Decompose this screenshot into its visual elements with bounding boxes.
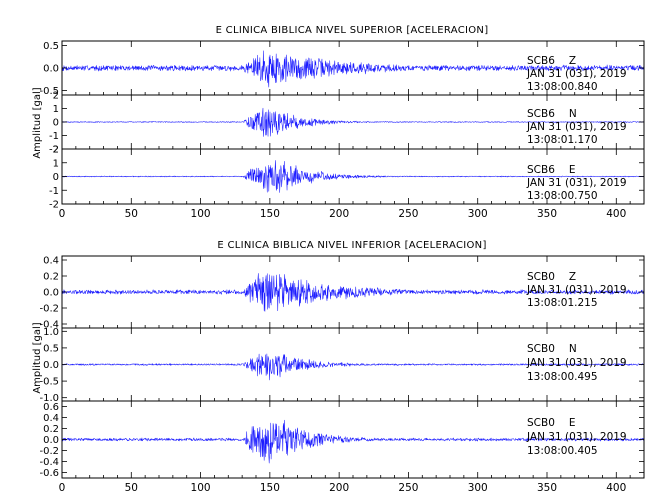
x-axis: 0 50 100 150 200 250 300 350 400 bbox=[59, 41, 645, 220]
figure-top: E CLINICA BIBLICA NIVEL SUPERIOR [ACELER… bbox=[32, 25, 645, 220]
y-tick-label: -1 bbox=[49, 131, 59, 142]
y-tick-label: -0.2 bbox=[39, 304, 59, 315]
y-tick-label: -0.4 bbox=[39, 320, 59, 331]
y-ticks: 1.0 0.5 0.0 -0.5 -1.0 bbox=[39, 327, 644, 404]
x-tick-label: 200 bbox=[329, 208, 349, 220]
y-tick-label: -2 bbox=[49, 200, 59, 211]
y-tick-label: 0.2 bbox=[43, 424, 59, 435]
x-tick-label: 400 bbox=[606, 482, 626, 494]
figure-title: E CLINICA BIBLICA NIVEL SUPERIOR [ACELER… bbox=[216, 25, 489, 36]
x-axis: 0 50 100 150 200 250 300 350 400 bbox=[59, 256, 645, 494]
panel: 2 1 0 -1 -2 SCB6 E JAN 31 (031), 2019 13:08:0… bbox=[49, 145, 645, 211]
y-tick-label: 0.5 bbox=[43, 343, 59, 354]
seismogram-trace bbox=[61, 273, 645, 312]
y-axis-label: Amplitud [gal] bbox=[32, 322, 43, 393]
seismogram-trace bbox=[61, 160, 645, 193]
seismogram-trace bbox=[61, 107, 645, 137]
station-channel-label: SCB6 E bbox=[527, 164, 576, 176]
x-tick-label: 250 bbox=[398, 208, 418, 220]
y-tick-label: -0.5 bbox=[39, 86, 59, 97]
panel: 0.60.40.20.0-0.2-0.4-0.6 SCB0 E JAN 31 (0… bbox=[39, 402, 645, 479]
recording-time-label: 13:08:00.405 bbox=[527, 445, 598, 457]
station-channel-label: SCB6 Z bbox=[527, 55, 576, 67]
x-tick-label: 200 bbox=[329, 482, 349, 494]
seismogram-trace bbox=[61, 419, 645, 464]
y-tick-label: 0 bbox=[53, 172, 59, 183]
x-tick-label: 150 bbox=[260, 482, 280, 494]
panel: 2 1 0 -1 -2 SCB6 N JAN 31 (031), 2019 13:08:0… bbox=[49, 91, 645, 156]
y-tick-label: -2 bbox=[49, 145, 59, 156]
y-tick-label: 0.0 bbox=[43, 64, 59, 75]
recording-date-label: JAN 31 (031), 2019 bbox=[526, 121, 627, 133]
x-tick-label: 250 bbox=[398, 482, 418, 494]
y-ticks: 0.5 0.0 -0.5 bbox=[39, 41, 644, 97]
y-tick-label: 0.0 bbox=[43, 288, 59, 299]
y-ticks: 0.4 0.2 0.0 -0.2 -0.4 bbox=[39, 256, 644, 331]
panel: 0.4 0.2 0.0 -0.2 -0.4 SCB0 Z JAN 31 (031), 20… bbox=[39, 256, 645, 331]
recording-time-label: 13:08:01.215 bbox=[527, 297, 598, 309]
panel: 0.5 0.0 -0.5 SCB6 Z JAN 31 (031), 2019 13:0… bbox=[39, 41, 645, 97]
x-tick-label: 300 bbox=[468, 208, 488, 220]
x-tick-label: 0 bbox=[59, 208, 66, 220]
y-tick-label: 0.0 bbox=[43, 360, 59, 371]
y-tick-label: -0.5 bbox=[39, 377, 59, 388]
recording-time-label: 13:08:00.495 bbox=[527, 371, 598, 383]
recording-time-label: 13:08:00.840 bbox=[527, 81, 598, 93]
station-channel-label: SCB0 E bbox=[527, 417, 576, 429]
y-tick-label: -0.6 bbox=[39, 468, 59, 479]
recording-date-label: JAN 31 (031), 2019 bbox=[526, 431, 627, 443]
y-tick-label: 0.2 bbox=[43, 272, 59, 283]
y-tick-label: -1.0 bbox=[39, 393, 59, 404]
x-tick-label: 50 bbox=[125, 208, 138, 220]
y-tick-label: 1 bbox=[53, 158, 59, 169]
y-tick-label: 2 bbox=[53, 91, 59, 102]
y-tick-label: 1 bbox=[53, 104, 59, 115]
recording-time-label: 13:08:01.170 bbox=[527, 134, 598, 146]
panel: 1.0 0.5 0.0 -0.5 -1.0 SCB0 N JAN 31 (031), 20… bbox=[39, 327, 645, 404]
y-tick-label: -0.2 bbox=[39, 446, 59, 457]
seismogram-trace bbox=[61, 353, 645, 381]
y-tick-label: 0 bbox=[53, 118, 59, 129]
x-tick-label: 300 bbox=[468, 482, 488, 494]
y-tick-label: 1.0 bbox=[43, 327, 59, 338]
station-channel-label: SCB0 Z bbox=[527, 271, 576, 283]
x-tick-label: 50 bbox=[125, 482, 138, 494]
x-tick-label: 100 bbox=[191, 208, 211, 220]
x-tick-label: 350 bbox=[537, 482, 557, 494]
y-tick-label: 0.0 bbox=[43, 435, 59, 446]
recording-date-label: JAN 31 (031), 2019 bbox=[526, 357, 627, 369]
x-tick-label: 150 bbox=[260, 208, 280, 220]
y-tick-label: 0.4 bbox=[43, 413, 59, 424]
recording-date-label: JAN 31 (031), 2019 bbox=[526, 68, 627, 80]
y-ticks: 0.60.40.20.0-0.2-0.4-0.6 bbox=[39, 402, 644, 479]
y-tick-label: 2 bbox=[53, 145, 59, 156]
figure-bottom: E CLINICA BIBLICA NIVEL INFERIOR [ACELER… bbox=[32, 240, 645, 494]
y-tick-label: -0.4 bbox=[39, 457, 59, 468]
y-tick-label: -1 bbox=[49, 186, 59, 197]
x-tick-label: 0 bbox=[59, 482, 66, 494]
station-channel-label: SCB0 N bbox=[527, 343, 577, 355]
recording-date-label: JAN 31 (031), 2019 bbox=[526, 177, 627, 189]
station-channel-label: SCB6 N bbox=[527, 108, 577, 120]
recording-date-label: JAN 31 (031), 2019 bbox=[526, 284, 627, 296]
y-tick-label: 0.6 bbox=[43, 402, 59, 413]
y-axis-label: Amplitud [gal] bbox=[32, 87, 43, 158]
y-tick-label: 0.5 bbox=[43, 41, 59, 52]
seismogram-trace bbox=[61, 50, 645, 88]
x-tick-label: 350 bbox=[537, 208, 557, 220]
figure-title: E CLINICA BIBLICA NIVEL INFERIOR [ACELER… bbox=[217, 240, 486, 251]
y-tick-label: 0.4 bbox=[43, 256, 59, 267]
recording-time-label: 13:08:00.750 bbox=[527, 190, 598, 202]
x-tick-label: 100 bbox=[191, 482, 211, 494]
x-tick-label: 400 bbox=[606, 208, 626, 220]
